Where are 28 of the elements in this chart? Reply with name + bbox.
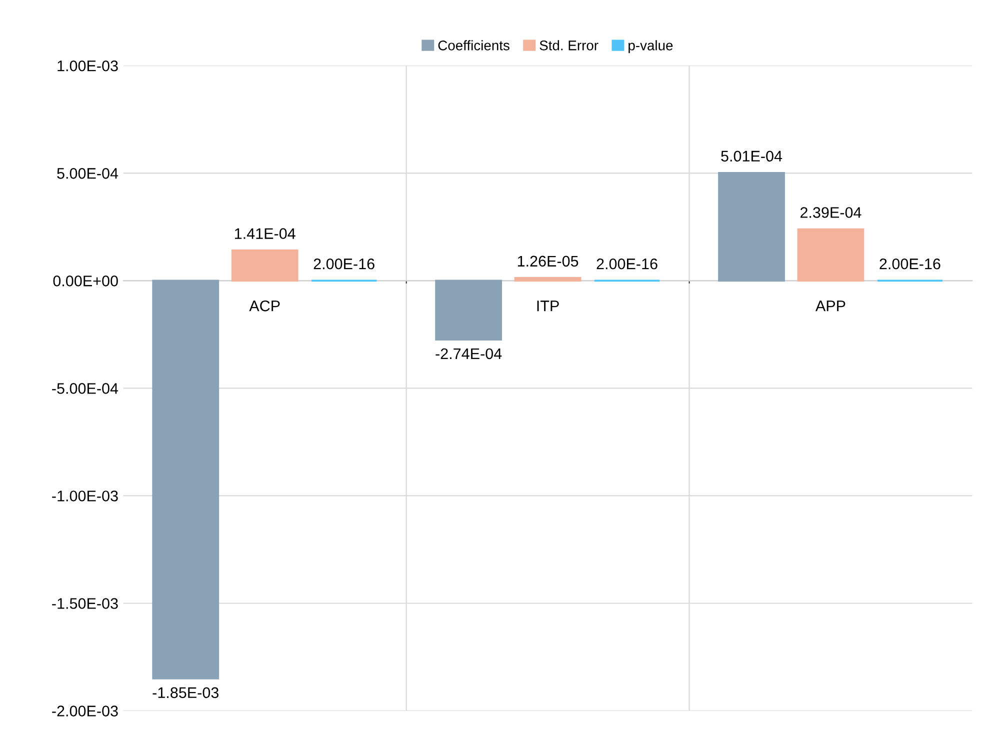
bar: [435, 280, 502, 340]
bar: [152, 280, 220, 680]
x-tick-label: ACP: [249, 300, 280, 312]
y-tick-label: 0.00E+00: [53, 276, 118, 286]
data-label: 5.01E-04: [721, 150, 782, 162]
bar: [718, 172, 785, 282]
y-tick-label: -5.00E-04: [52, 383, 118, 394]
y-tick-label: 5.00E-04: [57, 168, 118, 179]
y-tick-label: -1.50E-03: [52, 598, 118, 609]
x-tick-label: APP: [815, 300, 846, 312]
bar: [797, 228, 864, 282]
data-label: -2.74E-04: [436, 348, 502, 360]
data-label: 1.26E-05: [518, 256, 578, 267]
data-label: 2.00E-16: [596, 258, 658, 270]
y-tick-label: -2.00E-03: [52, 706, 118, 716]
legend-label: Std. Error: [540, 40, 598, 50]
y-tick-label: -1.00E-03: [52, 490, 118, 502]
data-label: -1.85E-03: [152, 687, 218, 698]
data-label: 1.41E-04: [235, 228, 296, 239]
data-label: 2.39E-04: [800, 207, 862, 218]
y-tick-label: 1.00E-03: [58, 60, 118, 72]
legend-label: Coefficients: [438, 40, 510, 50]
legend-label: p-value: [628, 40, 673, 54]
bar: [231, 249, 298, 282]
bar: [514, 277, 582, 282]
data-label: 2.00E-16: [314, 258, 374, 270]
data-label: 2.00E-16: [880, 258, 940, 270]
x-tick-label: ITP: [537, 300, 559, 312]
